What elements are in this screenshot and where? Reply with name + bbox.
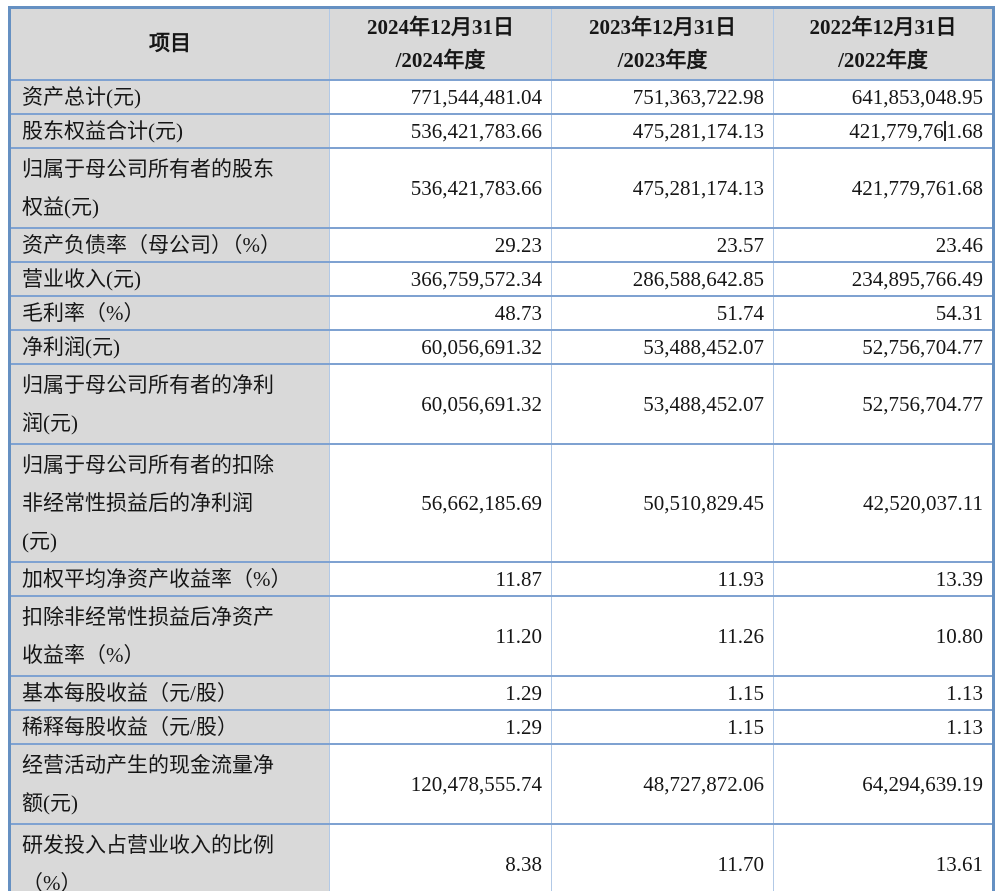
row-value: 234,895,766.49 bbox=[773, 260, 994, 297]
table-row: 归属于母公司所有者的股东 权益(元) 536,421,783.66 475,281,… bbox=[9, 146, 994, 229]
row-label: 归属于母公司所有者的股东 权益(元) bbox=[9, 146, 330, 229]
row-label: 基本每股收益（元/股） bbox=[9, 674, 330, 711]
row-value: 536,421,783.66 bbox=[329, 112, 552, 149]
row-value: 52,756,704.77 bbox=[773, 328, 994, 365]
table-row: 毛利率（%） 48.73 51.74 54.31 bbox=[9, 294, 994, 331]
text-caret bbox=[944, 120, 946, 141]
row-value: 23.57 bbox=[551, 226, 774, 263]
row-value: 366,759,572.34 bbox=[329, 260, 552, 297]
row-value: 1.13 bbox=[773, 708, 994, 745]
row-label: 经营活动产生的现金流量净 额(元) bbox=[9, 742, 330, 825]
row-value: 1.29 bbox=[329, 708, 552, 745]
row-label: 扣除非经常性损益后净资产 收益率（%） bbox=[9, 594, 330, 677]
row-value: 42,520,037.11 bbox=[773, 442, 994, 563]
row-value: 13.39 bbox=[773, 560, 994, 597]
table-row: 稀释每股收益（元/股） 1.29 1.15 1.13 bbox=[9, 708, 994, 745]
table-row: 归属于母公司所有者的扣除 非经常性损益后的净利润 (元) 56,662,185.6… bbox=[9, 442, 994, 563]
table-row: 加权平均净资产收益率（%） 11.87 11.93 13.39 bbox=[9, 560, 994, 597]
row-value: 1.13 bbox=[773, 674, 994, 711]
row-value: 1.15 bbox=[551, 674, 774, 711]
row-label: 净利润(元) bbox=[9, 328, 330, 365]
header-period-2024: 2024年12月31日 /2024年度 bbox=[329, 6, 552, 81]
row-label: 资产总计(元) bbox=[9, 78, 330, 115]
row-value: 56,662,185.69 bbox=[329, 442, 552, 563]
row-value: 53,488,452.07 bbox=[551, 328, 774, 365]
table-row: 扣除非经常性损益后净资产 收益率（%） 11.20 11.26 10.80 bbox=[9, 594, 994, 677]
row-value: 1.29 bbox=[329, 674, 552, 711]
row-label: 营业收入(元) bbox=[9, 260, 330, 297]
table-row: 营业收入(元) 366,759,572.34 286,588,642.85 234,8… bbox=[9, 260, 994, 297]
row-value: 11.93 bbox=[551, 560, 774, 597]
row-value: 13.61 bbox=[773, 822, 994, 891]
row-label: 研发投入占营业收入的比例 （%） bbox=[9, 822, 330, 891]
row-value: 48.73 bbox=[329, 294, 552, 331]
header-row: 项目 2024年12月31日 /2024年度 2023年12月31日 /2023… bbox=[9, 6, 994, 81]
table-row: 归属于母公司所有者的净利 润(元) 60,056,691.32 53,488,452… bbox=[9, 362, 994, 445]
table-row: 经营活动产生的现金流量净 额(元) 120,478,555.74 48,727,87… bbox=[9, 742, 994, 825]
row-value: 23.46 bbox=[773, 226, 994, 263]
table-row: 基本每股收益（元/股） 1.29 1.15 1.13 bbox=[9, 674, 994, 711]
row-value: 60,056,691.32 bbox=[329, 362, 552, 445]
row-value: 286,588,642.85 bbox=[551, 260, 774, 297]
row-value: 536,421,783.66 bbox=[329, 146, 552, 229]
row-value: 641,853,048.95 bbox=[773, 78, 994, 115]
table-row: 净利润(元) 60,056,691.32 53,488,452.07 52,756,7… bbox=[9, 328, 994, 365]
row-label: 稀释每股收益（元/股） bbox=[9, 708, 330, 745]
row-value: 421,779,761.68 bbox=[773, 146, 994, 229]
row-value: 11.87 bbox=[329, 560, 552, 597]
header-period-2023: 2023年12月31日 /2023年度 bbox=[551, 6, 774, 81]
row-value: 52,756,704.77 bbox=[773, 362, 994, 445]
row-value: 771,544,481.04 bbox=[329, 78, 552, 115]
row-label: 归属于母公司所有者的扣除 非经常性损益后的净利润 (元) bbox=[9, 442, 330, 563]
row-value: 11.26 bbox=[551, 594, 774, 677]
row-label: 加权平均净资产收益率（%） bbox=[9, 560, 330, 597]
row-value: 60,056,691.32 bbox=[329, 328, 552, 365]
row-label: 毛利率（%） bbox=[9, 294, 330, 331]
row-value: 64,294,639.19 bbox=[773, 742, 994, 825]
row-value: 475,281,174.13 bbox=[551, 146, 774, 229]
row-value: 54.31 bbox=[773, 294, 994, 331]
table-row: 资产总计(元) 771,544,481.04 751,363,722.98 641,8… bbox=[9, 78, 994, 115]
row-value: 11.70 bbox=[551, 822, 774, 891]
row-value: 8.38 bbox=[329, 822, 552, 891]
row-value: 48,727,872.06 bbox=[551, 742, 774, 825]
row-value: 475,281,174.13 bbox=[551, 112, 774, 149]
row-value: 751,363,722.98 bbox=[551, 78, 774, 115]
row-value: 51.74 bbox=[551, 294, 774, 331]
row-value: 50,510,829.45 bbox=[551, 442, 774, 563]
header-item-column: 项目 bbox=[9, 6, 330, 81]
table-row: 股东权益合计(元) 536,421,783.66 475,281,174.13 421… bbox=[9, 112, 994, 149]
row-label: 资产负债率（母公司）（%） bbox=[9, 226, 330, 263]
row-value: 10.80 bbox=[773, 594, 994, 677]
table-row: 资产负债率（母公司）（%） 29.23 23.57 23.46 bbox=[9, 226, 994, 263]
row-value: 53,488,452.07 bbox=[551, 362, 774, 445]
row-value: 29.23 bbox=[329, 226, 552, 263]
header-period-2022: 2022年12月31日 /2022年度 bbox=[773, 6, 994, 81]
row-value: 1.15 bbox=[551, 708, 774, 745]
row-value: 11.20 bbox=[329, 594, 552, 677]
row-label: 归属于母公司所有者的净利 润(元) bbox=[9, 362, 330, 445]
table-row: 研发投入占营业收入的比例 （%） 8.38 11.70 13.61 bbox=[9, 822, 994, 891]
row-value: 120,478,555.74 bbox=[329, 742, 552, 825]
row-label: 股东权益合计(元) bbox=[9, 112, 330, 149]
financial-summary-table: 项目 2024年12月31日 /2024年度 2023年12月31日 /2023… bbox=[8, 6, 995, 891]
